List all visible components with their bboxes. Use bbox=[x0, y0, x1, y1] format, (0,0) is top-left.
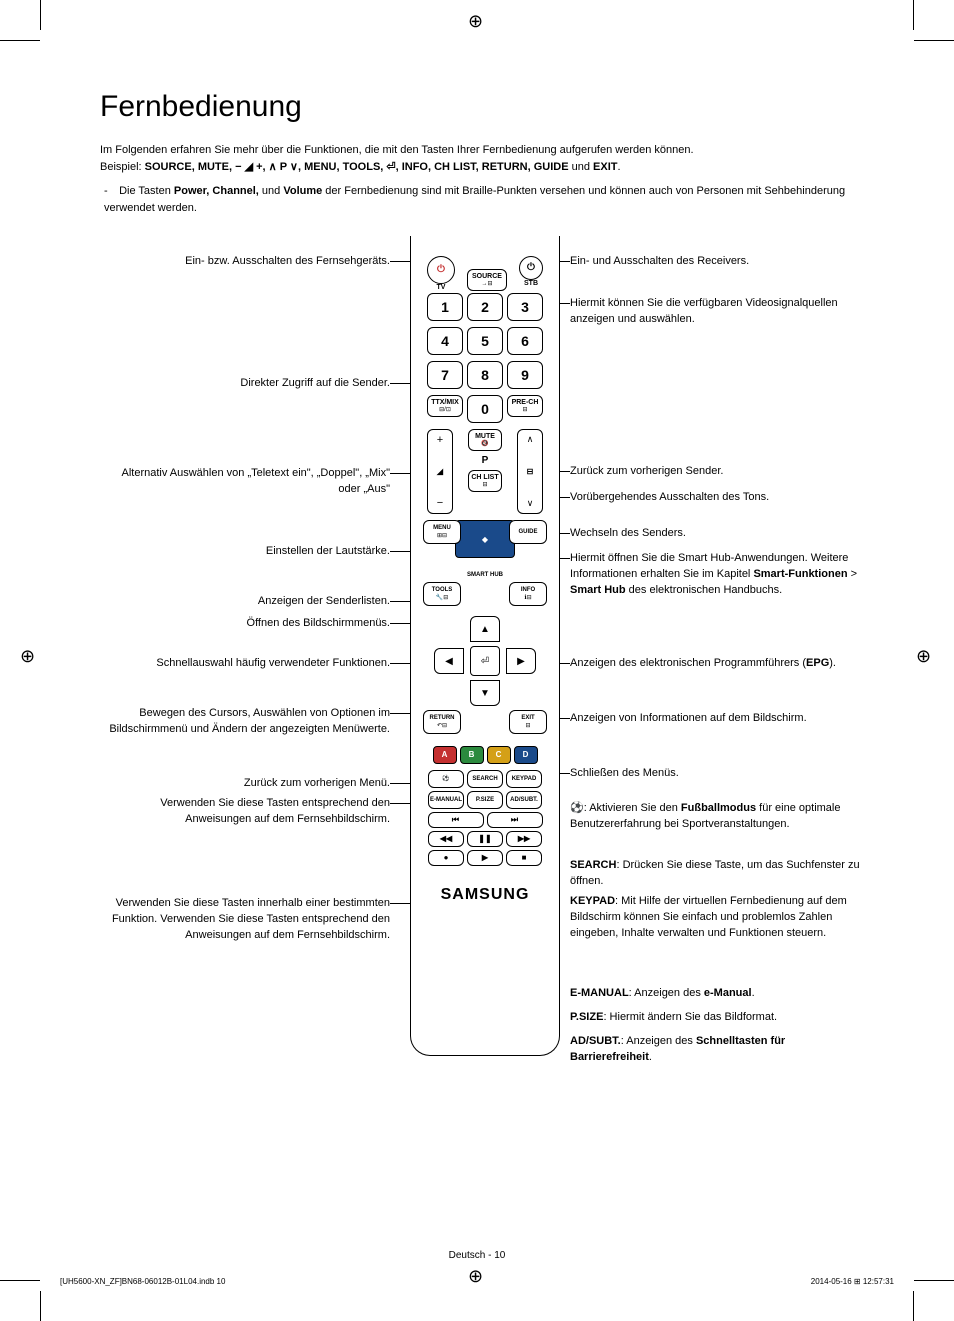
num-9[interactable]: 9 bbox=[507, 361, 543, 389]
mute-button[interactable]: MUTE🔇 bbox=[468, 429, 502, 451]
left-callout-1: Direkter Zugriff auf die Sender. bbox=[100, 376, 390, 392]
right-callout-6: Anzeigen des elektronischen Programmführ… bbox=[570, 656, 860, 672]
right-callout-0: Ein- und Ausschalten des Receivers. bbox=[570, 254, 860, 270]
keypad-button[interactable]: KEYPAD bbox=[506, 770, 542, 788]
power-tv-button[interactable]: ⏻ bbox=[427, 256, 455, 284]
left-callout-2: Alternativ Auswählen von „Teletext ein",… bbox=[100, 466, 390, 498]
num-1[interactable]: 1 bbox=[427, 293, 463, 321]
arrow-up[interactable]: ▲ bbox=[470, 616, 500, 642]
remote-body: ⏻ TV SOURCE →⊟ ⏻ STB 123 456 bbox=[410, 236, 560, 1056]
ffwd-button[interactable]: ▶▶ bbox=[506, 831, 542, 847]
tv-label: TV bbox=[427, 284, 455, 291]
info-button[interactable]: INFOℹ⊟ bbox=[509, 582, 547, 606]
smart-hub-button[interactable]: ◆ bbox=[455, 520, 515, 558]
samsung-logo: SAMSUNG bbox=[421, 886, 549, 904]
right-callout-4: Wechseln des Senders. bbox=[570, 526, 860, 542]
skip-fwd-button[interactable]: ⏭ bbox=[487, 812, 543, 828]
remote-diagram: Ein- bzw. Ausschalten des Fernsehgeräts.… bbox=[100, 236, 860, 1076]
right-callout-12: E-MANUAL: Anzeigen des e-Manual. bbox=[570, 986, 860, 1002]
emanual-button[interactable]: E-MANUAL bbox=[428, 791, 464, 809]
num-3[interactable]: 3 bbox=[507, 293, 543, 321]
color-button-d[interactable]: D bbox=[514, 746, 538, 764]
left-callout-5: Öffnen des Bildschirmmenüs. bbox=[100, 616, 390, 632]
num-5[interactable]: 5 bbox=[467, 327, 503, 355]
num-6[interactable]: 6 bbox=[507, 327, 543, 355]
stb-label: STB bbox=[519, 280, 543, 287]
left-callout-6: Schnellauswahl häufig verwendeter Funkti… bbox=[100, 656, 390, 672]
pause-button[interactable]: ❚❚ bbox=[467, 831, 503, 847]
stop-button[interactable]: ■ bbox=[506, 850, 542, 866]
menu-button[interactable]: MENU⊞⊟ bbox=[423, 520, 461, 544]
smart-hub-label: SMART HUB bbox=[421, 572, 549, 578]
print-footer: [UH5600-XN_ZF]BN68-06012B-01L04.indb 10 … bbox=[60, 1277, 894, 1286]
print-target-icon bbox=[916, 650, 934, 668]
braille-note: - Die Tasten Power, Channel, und Volume … bbox=[104, 183, 860, 216]
return-button[interactable]: RETURN↶⊟ bbox=[423, 710, 461, 734]
volume-rocker[interactable]: + ◢ − bbox=[427, 429, 453, 514]
p-label: P bbox=[482, 455, 489, 466]
right-callout-1: Hiermit können Sie die verfügbaren Video… bbox=[570, 296, 860, 328]
left-callout-9: Verwenden Sie diese Tasten entsprechend … bbox=[100, 796, 390, 828]
num-7[interactable]: 7 bbox=[427, 361, 463, 389]
num-4[interactable]: 4 bbox=[427, 327, 463, 355]
right-callout-10: SEARCH: Drücken Sie diese Taste, um das … bbox=[570, 858, 860, 890]
search-button[interactable]: SEARCH bbox=[467, 770, 503, 788]
num-0[interactable]: 0 bbox=[467, 395, 503, 423]
source-button[interactable]: SOURCE →⊟ bbox=[467, 269, 507, 291]
enter-button[interactable]: ⏎ bbox=[470, 646, 500, 676]
right-callout-9: ⚽: Aktivieren Sie den Fußballmodus für e… bbox=[570, 801, 860, 833]
arrow-left[interactable]: ◀ bbox=[434, 648, 464, 674]
psize-button[interactable]: P.SIZE bbox=[467, 791, 503, 809]
exit-button[interactable]: EXIT⊟ bbox=[509, 710, 547, 734]
skip-back-button[interactable]: ⏮ bbox=[428, 812, 484, 828]
left-callout-3: Einstellen der Lautstärke. bbox=[100, 544, 390, 560]
num-8[interactable]: 8 bbox=[467, 361, 503, 389]
play-button[interactable]: ▶ bbox=[467, 850, 503, 866]
right-callout-7: Anzeigen von Informationen auf dem Bilds… bbox=[570, 711, 860, 727]
left-callout-8: Zurück zum vorherigen Menü. bbox=[100, 776, 390, 792]
color-button-c[interactable]: C bbox=[487, 746, 511, 764]
rewind-button[interactable]: ◀◀ bbox=[428, 831, 464, 847]
right-callout-2: Zurück zum vorherigen Sender. bbox=[570, 464, 860, 480]
left-callout-0: Ein- bzw. Ausschalten des Fernsehgeräts. bbox=[100, 254, 390, 270]
guide-button[interactable]: GUIDE bbox=[509, 520, 547, 544]
intro-text: Im Folgenden erfahren Sie mehr über die … bbox=[100, 142, 860, 175]
num-2[interactable]: 2 bbox=[467, 293, 503, 321]
tools-button[interactable]: TOOLS🔧⊟ bbox=[423, 582, 461, 606]
chlist-button[interactable]: CH LIST⊟ bbox=[468, 470, 502, 492]
power-stb-button[interactable]: ⏻ bbox=[519, 256, 543, 280]
right-callout-11: KEYPAD: Mit Hilfe der virtuellen Fernbed… bbox=[570, 894, 860, 942]
arrow-right[interactable]: ▶ bbox=[506, 648, 536, 674]
record-button[interactable]: ● bbox=[428, 850, 464, 866]
color-button-a[interactable]: A bbox=[433, 746, 457, 764]
channel-rocker[interactable]: ∧ ⊟ ∨ bbox=[517, 429, 543, 514]
right-callout-13: P.SIZE: Hiermit ändern Sie das Bildforma… bbox=[570, 1010, 860, 1026]
prech-button[interactable]: PRE-CH⊟ bbox=[507, 395, 543, 417]
right-callout-3: Vorübergehendes Ausschalten des Tons. bbox=[570, 490, 860, 506]
right-callout-5: Hiermit öffnen Sie die Smart Hub-Anwendu… bbox=[570, 551, 860, 599]
left-callout-10: Verwenden Sie diese Tasten innerhalb ein… bbox=[100, 896, 390, 944]
page-title: Fernbedienung bbox=[100, 90, 860, 124]
right-callout-14: AD/SUBT.: Anzeigen des Schnelltasten für… bbox=[570, 1034, 860, 1066]
soccer-button[interactable]: ⚽ bbox=[428, 770, 464, 788]
adsubt-button[interactable]: AD/SUBT. bbox=[506, 791, 542, 809]
left-callout-4: Anzeigen der Senderlisten. bbox=[100, 594, 390, 610]
print-target-icon bbox=[20, 650, 38, 668]
left-callout-7: Bewegen des Cursors, Auswählen von Optio… bbox=[100, 706, 390, 738]
right-callout-8: Schließen des Menüs. bbox=[570, 766, 860, 782]
color-button-b[interactable]: B bbox=[460, 746, 484, 764]
arrow-down[interactable]: ▼ bbox=[470, 680, 500, 706]
nav-pad: ▲ ◀ ⏎ ▶ ▼ bbox=[426, 616, 544, 706]
ttx-button[interactable]: TTX/MIX⊟/⊡ bbox=[427, 395, 463, 417]
page-footer: Deutsch - 10 bbox=[0, 1250, 954, 1261]
print-target-icon bbox=[468, 15, 486, 33]
